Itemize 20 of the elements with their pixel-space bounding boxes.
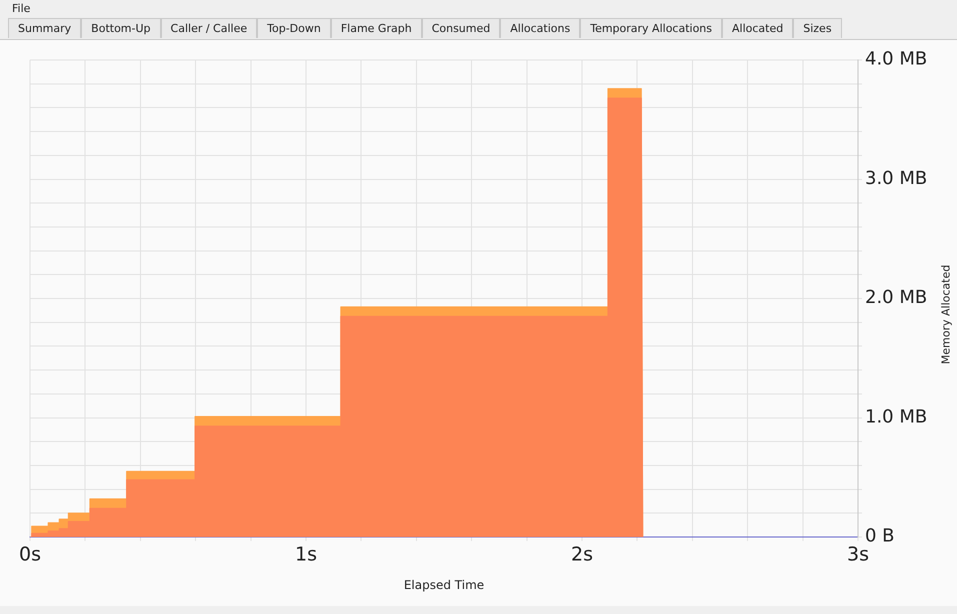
y-axis-title: Memory Allocated bbox=[940, 264, 952, 366]
x-tick-label: 2s bbox=[571, 543, 593, 566]
text: Allocated bbox=[722, 18, 794, 38]
x-tick-label: 0s bbox=[19, 543, 41, 566]
y-tick-label: 2.0 MB bbox=[865, 287, 928, 308]
x-tick-label: 1s bbox=[295, 543, 317, 566]
text: Temporary Allocations bbox=[580, 18, 722, 38]
text: Top-Down bbox=[257, 18, 331, 38]
text: Summary bbox=[8, 18, 82, 38]
text: Allocations bbox=[500, 18, 580, 38]
text: Caller / Callee bbox=[160, 18, 258, 38]
x-axis-title: Elapsed Time bbox=[402, 578, 486, 592]
text: Sizes bbox=[793, 18, 842, 38]
text: File bbox=[11, 1, 32, 17]
y-tick-label: 1.0 MB bbox=[865, 406, 928, 428]
text: Bottom-Up bbox=[81, 18, 161, 38]
y-tick-label: 4.0 MB bbox=[865, 48, 928, 70]
y-tick-label: 3.0 MB bbox=[865, 168, 928, 189]
text: Consumed bbox=[422, 18, 500, 38]
text: Flame Graph bbox=[330, 18, 422, 38]
